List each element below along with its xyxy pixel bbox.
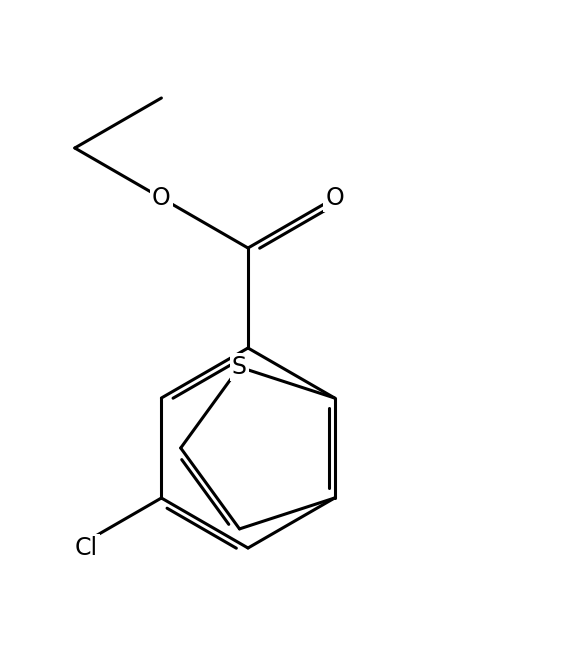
Text: Cl: Cl (75, 536, 98, 560)
Text: O: O (152, 186, 171, 210)
Text: S: S (232, 355, 247, 379)
Text: O: O (325, 186, 344, 210)
